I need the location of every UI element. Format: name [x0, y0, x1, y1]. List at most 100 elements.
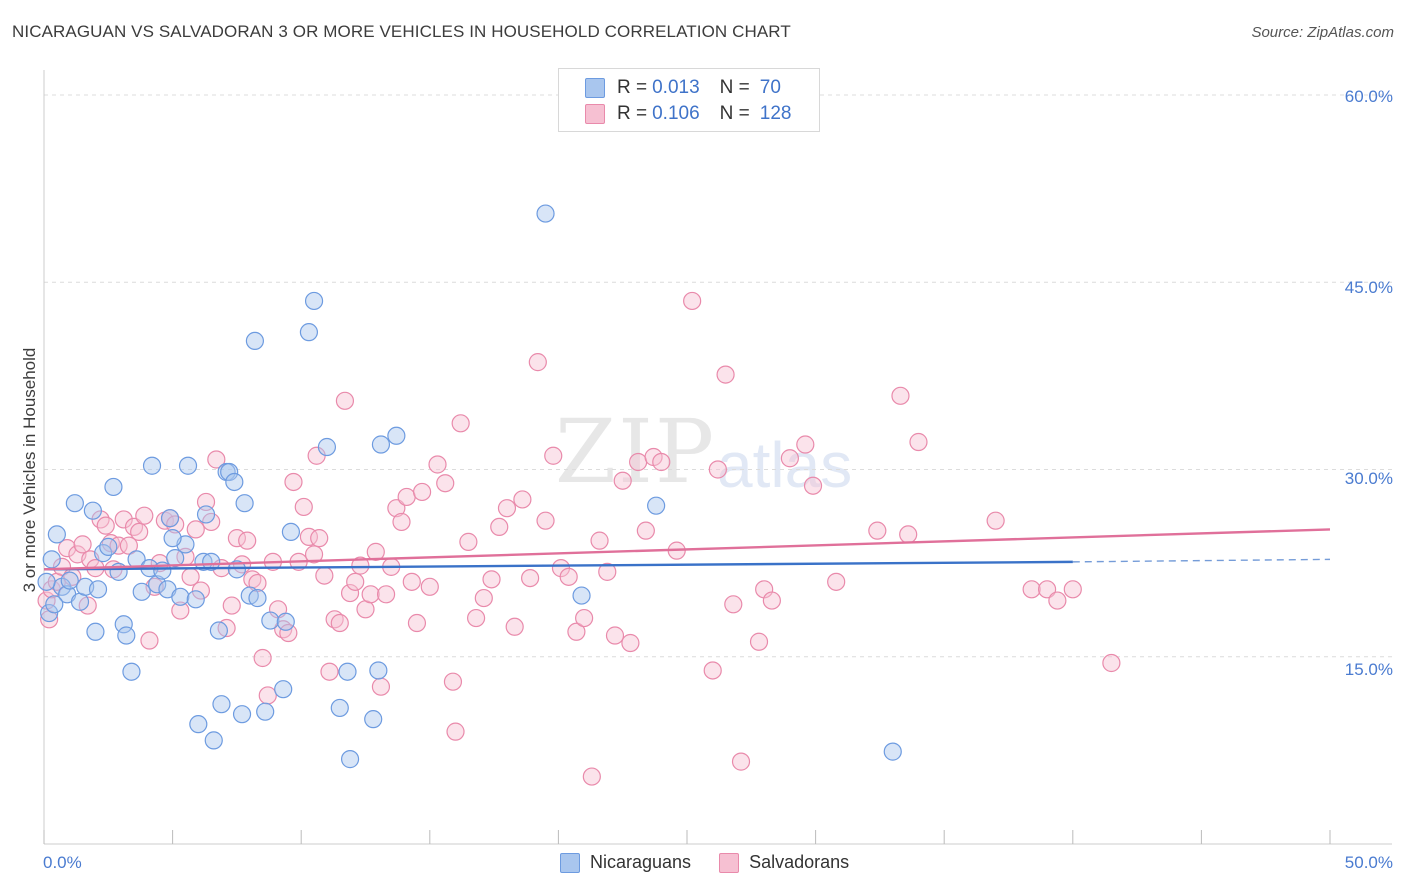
nicaraguan-point [387, 426, 406, 445]
salvadoran-point [652, 452, 671, 472]
salvadoran-point [114, 510, 133, 529]
nicaraguan-point [160, 509, 180, 528]
nicaraguan-point [340, 750, 360, 769]
y-tick-label-15: 15.0% [1344, 660, 1393, 679]
salvadoran-point [186, 520, 205, 539]
salvadoran-point [258, 686, 277, 705]
data-points [37, 204, 1121, 786]
salvadoran-point [443, 672, 463, 691]
salvadoran-point [474, 588, 493, 608]
salvadoran-point [868, 521, 887, 540]
salvadoran-point [544, 446, 563, 465]
salvadoran-point [613, 471, 632, 490]
salvadoran-point [891, 386, 910, 405]
salvadoran-point [575, 608, 594, 628]
legend-n-label: N = [719, 103, 750, 124]
trend-lines [43, 528, 1331, 571]
nicaraguan-point [45, 595, 64, 614]
salvadoran-point [330, 613, 349, 633]
salvadoran-point [582, 767, 601, 786]
nicaraguan-point [40, 603, 59, 623]
legend-r-label: R = [617, 77, 648, 98]
nicaraguan-point [364, 710, 383, 729]
salvadoran-point [320, 662, 339, 681]
correlation-legend: R = 0.013 N = 70 R = 0.106 N = 128 [558, 68, 820, 132]
nicaraguan-trend-extension [1072, 558, 1331, 563]
nicaraguan-point [148, 575, 167, 594]
nicaraguan-point [281, 522, 301, 542]
y-tick-label-30: 30.0% [1344, 469, 1393, 488]
nicaraguan-trend-line [43, 560, 1073, 571]
nicaraguan-point [883, 742, 902, 761]
salvadoran-point [96, 516, 115, 535]
salvadoran-point [459, 532, 478, 551]
salvadoran-point [629, 452, 648, 472]
series-legend: Nicaraguans Salvadorans [560, 852, 877, 873]
salvadoran-point [58, 539, 77, 558]
nicaraguan-point [338, 662, 357, 681]
salvadoran-point [171, 601, 190, 620]
x-tick-label-min: 0.0% [43, 853, 82, 872]
source-credit: Source: ZipAtlas.com [1251, 24, 1394, 41]
salvadoran-point [366, 542, 385, 561]
nicaraguan-point [220, 462, 239, 482]
salvadoran-point [361, 585, 380, 604]
nicaraguan-point [163, 529, 182, 548]
salvadoran-point [124, 517, 144, 537]
nicaraguan-point [202, 552, 221, 571]
salvadoran-point [703, 661, 722, 680]
salvadoran-point [749, 632, 769, 651]
salvadoran-point [598, 562, 617, 581]
salvadoran-point [238, 531, 257, 550]
salvadoran-point [559, 567, 578, 586]
nicaraguan-point [212, 695, 231, 714]
salvadoran-point [279, 623, 298, 643]
salvadoran-point [392, 512, 411, 532]
nicaraguan-point [647, 496, 666, 515]
nicaraguan-point [304, 291, 324, 311]
nicaraguan-point [47, 525, 66, 544]
nicaraguan-point [536, 204, 555, 223]
salvadoran-point [724, 595, 743, 614]
legend-swatch-pink [719, 852, 740, 873]
legend-item-salvadorans[interactable]: Salvadorans [719, 852, 849, 873]
salvadoran-point [130, 522, 149, 542]
x-tick-label-max: 50.0% [1344, 853, 1393, 872]
salvadoran-point [683, 291, 702, 311]
salvadoran-point [371, 677, 391, 696]
y-tick-label-45: 45.0% [1344, 278, 1393, 297]
nicaraguan-point [99, 537, 118, 556]
nicaraguan-point [171, 587, 190, 606]
legend-item-nicaraguans[interactable]: Nicaraguans [560, 852, 691, 873]
salvadoran-point [196, 492, 216, 512]
legend-n-value: 70 [759, 77, 781, 98]
salvadoran-point [505, 617, 524, 636]
salvadoran-point [73, 535, 92, 554]
nicaraguan-point [317, 437, 337, 457]
nicaraguan-point [166, 549, 185, 568]
legend-row-nicaraguans: R = 0.013 N = 70 [585, 77, 781, 99]
salvadoran-point [294, 497, 313, 517]
nicaraguan-point [235, 494, 254, 513]
legend-label-nicaraguans: Nicaraguans [590, 852, 692, 872]
nicaraguan-point [256, 702, 275, 721]
salvadoran-point [521, 568, 540, 588]
salvadoran-point [796, 435, 815, 454]
salvadoran-point [135, 506, 154, 525]
legend-label-salvadorans: Salvadorans [749, 852, 850, 872]
chart-title: NICARAGUAN VS SALVADORAN 3 OR MORE VEHIC… [12, 22, 791, 41]
salvadoran-trend-line [43, 528, 1331, 571]
salvadoran-point [605, 626, 625, 645]
salvadoran-point [304, 545, 324, 564]
nicaraguan-point [330, 698, 349, 718]
salvadoran-point [397, 487, 416, 507]
salvadoran-point [909, 432, 928, 452]
salvadoran-point [466, 608, 486, 628]
salvadoran-point [315, 566, 334, 585]
salvadoran-point [191, 581, 210, 600]
salvadoran-point [497, 499, 517, 518]
salvadoran-point [140, 631, 159, 650]
salvadoran-point [340, 583, 360, 603]
salvadoran-point [490, 517, 509, 537]
